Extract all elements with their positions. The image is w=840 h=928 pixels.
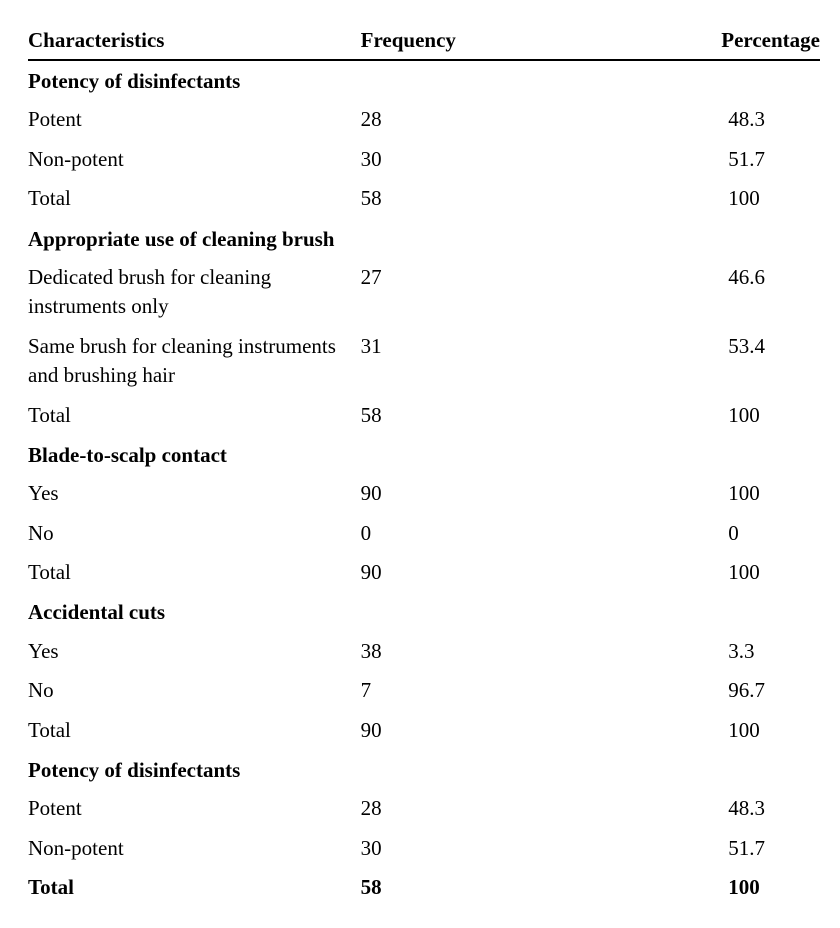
cell-frequency: 58 <box>361 396 599 435</box>
table-row: Dedicated brush for cleaning instruments… <box>28 258 820 327</box>
cell-percentage: 48.3 <box>598 789 820 828</box>
cell-frequency: 7 <box>361 671 599 710</box>
table-row: Same brush for cleaning instruments and … <box>28 327 820 396</box>
cell-characteristics: Non-potent <box>28 140 361 179</box>
cell-percentage: 100 <box>598 553 820 592</box>
cell-percentage: 3.3 <box>598 632 820 671</box>
cell-frequency: 58 <box>361 868 599 907</box>
cell-percentage: 100 <box>598 179 820 218</box>
table-row: Total90100 <box>28 553 820 592</box>
cell-percentage: 46.6 <box>598 258 820 327</box>
table-row: Total58100 <box>28 396 820 435</box>
section-title-row: Potency of disinfectants <box>28 750 820 789</box>
section-title: Blade-to-scalp contact <box>28 435 820 474</box>
table-row: Yes90100 <box>28 474 820 513</box>
table-row: Potent2848.3 <box>28 100 820 139</box>
cell-percentage: 100 <box>598 474 820 513</box>
cell-characteristics: Potent <box>28 789 361 828</box>
cell-percentage: 96.7 <box>598 671 820 710</box>
cell-percentage: 100 <box>598 396 820 435</box>
cell-frequency: 31 <box>361 327 599 396</box>
cell-percentage: 53.4 <box>598 327 820 396</box>
section-title-row: Appropriate use of cleaning brush <box>28 219 820 258</box>
section-title-row: Blade-to-scalp contact <box>28 435 820 474</box>
cell-percentage: 51.7 <box>598 140 820 179</box>
cell-characteristics: Total <box>28 711 361 750</box>
section-title: Appropriate use of cleaning brush <box>28 219 820 258</box>
cell-characteristics: Yes <box>28 632 361 671</box>
cell-characteristics: Total <box>28 396 361 435</box>
cell-percentage: 51.7 <box>598 829 820 868</box>
cell-characteristics: Non-potent <box>28 829 361 868</box>
cell-frequency: 30 <box>361 829 599 868</box>
header-characteristics: Characteristics <box>28 20 361 60</box>
cell-frequency: 30 <box>361 140 599 179</box>
header-percentage: Percentage <box>598 20 820 60</box>
table-row: Total90100 <box>28 711 820 750</box>
cell-frequency: 38 <box>361 632 599 671</box>
cell-percentage: 100 <box>598 711 820 750</box>
table-row: No00 <box>28 514 820 553</box>
table-row: No796.7 <box>28 671 820 710</box>
section-title: Accidental cuts <box>28 592 820 631</box>
cell-characteristics: Total <box>28 553 361 592</box>
table-row: Potent2848.3 <box>28 789 820 828</box>
cell-characteristics: No <box>28 671 361 710</box>
table-body: Potency of disinfectantsPotent2848.3Non-… <box>28 60 820 908</box>
cell-frequency: 28 <box>361 100 599 139</box>
section-title: Potency of disinfectants <box>28 60 820 100</box>
cell-frequency: 28 <box>361 789 599 828</box>
section-title-row: Potency of disinfectants <box>28 60 820 100</box>
cell-frequency: 90 <box>361 711 599 750</box>
cell-characteristics: Same brush for cleaning instruments and … <box>28 327 361 396</box>
cell-percentage: 100 <box>598 868 820 907</box>
cell-characteristics: Total <box>28 868 361 907</box>
section-title: Potency of disinfectants <box>28 750 820 789</box>
characteristics-table: Characteristics Frequency Percentage Pot… <box>28 20 820 908</box>
section-title-row: Accidental cuts <box>28 592 820 631</box>
header-frequency: Frequency <box>361 20 599 60</box>
cell-frequency: 90 <box>361 553 599 592</box>
cell-characteristics: Total <box>28 179 361 218</box>
table-row: Non-potent3051.7 <box>28 140 820 179</box>
table-row: Total58100 <box>28 179 820 218</box>
table-row: Yes383.3 <box>28 632 820 671</box>
cell-frequency: 58 <box>361 179 599 218</box>
cell-characteristics: No <box>28 514 361 553</box>
table-row: Non-potent3051.7 <box>28 829 820 868</box>
cell-characteristics: Dedicated brush for cleaning instruments… <box>28 258 361 327</box>
cell-percentage: 0 <box>598 514 820 553</box>
cell-characteristics: Potent <box>28 100 361 139</box>
cell-characteristics: Yes <box>28 474 361 513</box>
cell-frequency: 90 <box>361 474 599 513</box>
table-row: Total58100 <box>28 868 820 907</box>
cell-frequency: 27 <box>361 258 599 327</box>
cell-percentage: 48.3 <box>598 100 820 139</box>
table-header-row: Characteristics Frequency Percentage <box>28 20 820 60</box>
cell-frequency: 0 <box>361 514 599 553</box>
